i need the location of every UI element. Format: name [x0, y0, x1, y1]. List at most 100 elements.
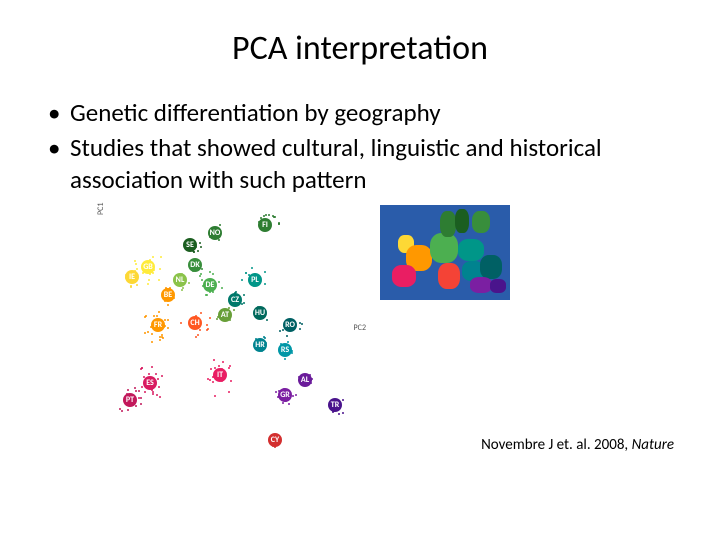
- scatter-point: [147, 331, 149, 333]
- bullet-item: Studies that showed cultural, linguistic…: [48, 132, 680, 195]
- scatter-point: [151, 366, 153, 368]
- scatter-point: [263, 215, 265, 217]
- scatter-point: [155, 373, 157, 375]
- map-region: [455, 209, 469, 233]
- scatter-point: [161, 375, 163, 377]
- cluster-label: HR: [253, 338, 267, 352]
- scatter-point: [182, 287, 184, 289]
- map-region: [472, 211, 490, 233]
- scatter-point: [197, 334, 199, 336]
- map-region: [458, 239, 484, 261]
- scatter-point: [197, 250, 199, 252]
- scatter-point: [144, 391, 146, 393]
- cluster-label: PL: [248, 273, 262, 287]
- cluster-label: DE: [203, 278, 217, 292]
- scatter-point: [206, 294, 208, 296]
- scatter-point: [188, 282, 190, 284]
- scatter-point: [264, 283, 266, 285]
- scatter-point: [228, 391, 230, 393]
- scatter-point: [199, 329, 201, 331]
- scatter-point: [135, 263, 137, 265]
- cluster-label: AT: [218, 308, 232, 322]
- scatter-point: [230, 380, 232, 382]
- scatter-point: [200, 246, 202, 248]
- scatter-point: [158, 386, 160, 388]
- scatter-point: [127, 389, 129, 391]
- scatter-point: [212, 273, 214, 275]
- map-region: [440, 211, 456, 237]
- cluster-label: PT: [123, 393, 137, 407]
- scatter-point: [140, 403, 142, 405]
- scatter-point: [159, 268, 161, 270]
- scatter-point: [161, 334, 163, 336]
- europe-map-inset: [380, 205, 510, 300]
- scatter-point: [164, 319, 166, 321]
- bullet-item: Genetic differentiation by geography: [48, 97, 680, 128]
- scatter-point: [200, 312, 202, 314]
- scatter-point: [147, 283, 149, 285]
- scatter-point: [152, 256, 154, 258]
- scatter-point: [136, 268, 138, 270]
- scatter-point: [209, 379, 211, 381]
- slide: PCA interpretation Genetic differentiati…: [0, 0, 720, 540]
- citation-journal: Nature: [632, 436, 674, 454]
- scatter-point: [206, 329, 208, 331]
- scatter-point: [284, 358, 286, 360]
- scatter-point: [134, 387, 136, 389]
- cluster-label: HU: [253, 306, 267, 320]
- scatter-point: [210, 368, 212, 370]
- cluster-label: NL: [173, 273, 187, 287]
- cluster-label: TR: [328, 398, 342, 412]
- scatter-point: [295, 394, 297, 396]
- scatter-point: [157, 378, 159, 380]
- scatter-point: [288, 403, 290, 405]
- map-region: [438, 263, 460, 289]
- scatter-point: [264, 271, 266, 273]
- scatter-point: [140, 368, 142, 370]
- scatter-point: [130, 286, 132, 288]
- scatter-point: [266, 319, 268, 321]
- scatter-point: [282, 402, 284, 404]
- cluster-label: GB: [141, 260, 155, 274]
- scatter-point: [212, 381, 214, 383]
- slide-title: PCA interpretation: [40, 28, 680, 69]
- scatter-point: [214, 395, 216, 397]
- scatter-point: [268, 214, 270, 216]
- scatter-point: [219, 224, 221, 226]
- cluster-label: CH: [188, 316, 202, 330]
- scatter-point: [136, 284, 138, 286]
- scatter-point: [167, 319, 169, 321]
- scatter-point: [148, 279, 150, 281]
- scatter-point: [199, 242, 201, 244]
- scatter-point: [251, 267, 253, 269]
- scatter-point: [342, 412, 344, 414]
- cluster-label: FI: [258, 218, 272, 232]
- scatter-point: [299, 328, 301, 330]
- cluster-label: BE: [161, 288, 175, 302]
- cluster-label: RO: [283, 318, 297, 332]
- scatter-point: [158, 279, 160, 281]
- scatter-point: [286, 335, 288, 337]
- scatter-point: [160, 256, 162, 258]
- scatter-point: [274, 216, 276, 218]
- scatter-point: [145, 315, 147, 317]
- scatter-point: [144, 332, 146, 334]
- scatter-point: [233, 309, 235, 311]
- scatter-point: [222, 361, 224, 363]
- scatter-point: [199, 275, 201, 277]
- scatter-point: [279, 330, 281, 332]
- cluster-label: CY: [268, 433, 282, 447]
- map-region: [430, 233, 458, 263]
- scatter-point: [195, 336, 197, 338]
- axis-label-pc2: PC2: [354, 323, 366, 333]
- scatter-point: [121, 410, 123, 412]
- scatter-point: [243, 294, 245, 296]
- scatter-point: [167, 327, 169, 329]
- figure: PC1 PC2 FINOSEDKGBIENLDEBEPLCZATHUCHFRRO…: [110, 205, 470, 455]
- citation-author: Novembre J et. al. 2008,: [481, 436, 631, 454]
- scatter-point: [159, 396, 161, 398]
- scatter-point: [301, 323, 303, 325]
- scatter-point: [292, 395, 294, 397]
- scatter-point: [213, 359, 215, 361]
- scatter-point: [152, 393, 154, 395]
